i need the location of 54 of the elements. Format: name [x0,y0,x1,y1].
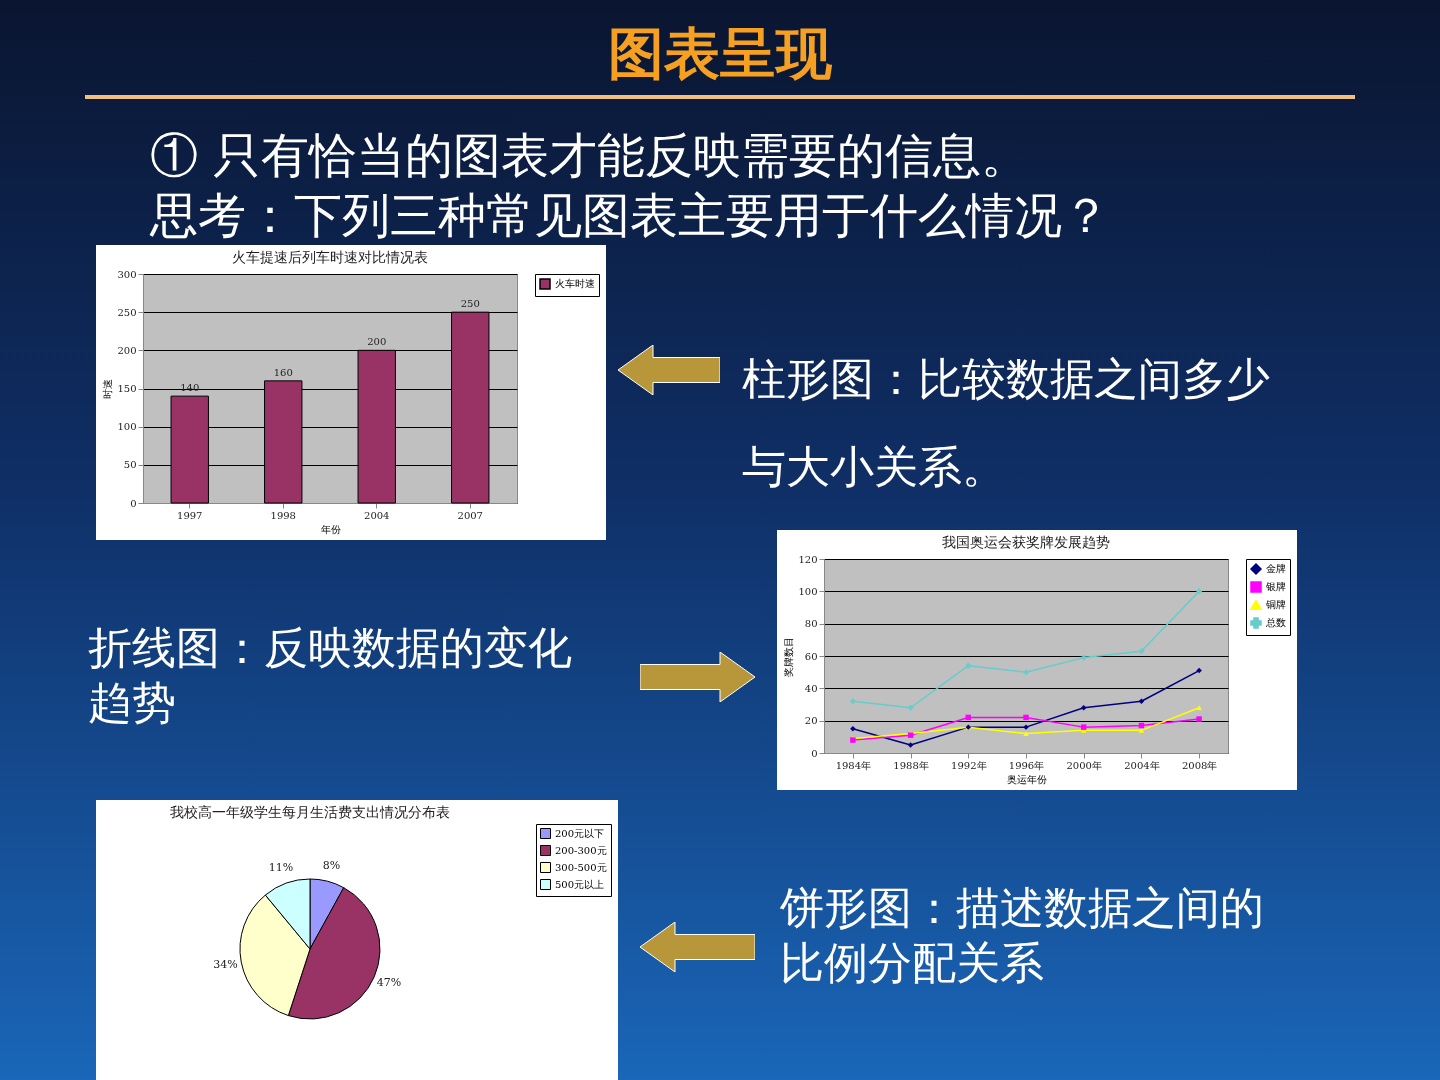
chart-title: 我国奥运会获奖牌发展趋势 [942,534,1110,550]
x-axis-title: 年份 [320,523,341,535]
legend-label: 200-300元 [555,844,607,856]
y-tick-label: 200 [117,344,137,356]
y-tick-label: 0 [811,747,818,759]
x-axis-title: 奥运年份 [1006,773,1047,785]
y-tick-label: 60 [804,650,818,662]
x-tick-label: 2000年 [1066,759,1102,771]
y-tick-label: 100 [798,585,818,597]
text: 图表呈现 [607,19,833,88]
y-axis-title: 奖牌数目 [783,636,795,677]
x-tick-label: 2004年 [1124,759,1160,771]
chart-title: 火车提速后列车时速对比情况表 [232,249,428,265]
data-label: 160 [273,366,293,378]
y-axis-title: 时速 [102,379,114,399]
text: 饼形图：描述数据之间的比例分配关系 [780,881,1265,990]
data-label: 200 [367,336,387,348]
y-tick-label: 150 [117,383,137,394]
y-tick-label: 20 [804,715,818,727]
y-tick-label: 50 [123,459,137,471]
legend-label: 500元以上 [555,878,605,890]
chart-title: 我校高一年级学生每月生活费支出情况分布表 [170,804,450,820]
y-tick-label: 250 [117,306,137,318]
legend-label: 总数 [1265,617,1286,628]
y-tick-label: 80 [804,618,818,630]
x-tick-label: 1998 [270,509,296,521]
data-label: 11% [268,861,294,875]
legend-label: 金牌 [1266,563,1286,574]
x-tick-label: 2004 [364,509,390,521]
legend-label: 300-500元 [555,861,607,873]
legend-label: 200元以下 [555,827,605,839]
x-tick-label: 2008年 [1181,759,1218,771]
y-tick-label: 120 [798,553,818,565]
text: 折线图：反映数据的变化趋势 [88,621,573,730]
x-tick-label: 2007 [457,509,483,521]
data-label: 47% [376,976,402,990]
data-label: 8% [322,858,341,872]
text: ① 只有恰当的图表才能反映需要的信息。 [150,126,1031,185]
data-label: 250 [460,298,480,310]
text: 思考：下列三种常见图表主要用于什么情况？ [150,186,1111,245]
x-tick-label: 1996年 [1008,759,1045,771]
y-tick-label: 100 [117,421,137,433]
legend-label: 火车时速 [555,278,595,289]
x-tick-label: 1992年 [951,759,987,771]
text: 柱形图：比较数据之间多少与大小关系。 [742,352,1271,494]
legend-label: 银牌 [1265,581,1286,592]
x-tick-label: 1984年 [835,759,872,771]
y-tick-label: 300 [117,268,137,280]
y-tick-label: 0 [130,497,137,509]
x-tick-label: 1988年 [893,759,929,771]
legend-label: 铜牌 [1265,599,1286,610]
x-tick-label: 1997 [177,509,203,521]
y-tick-label: 40 [804,682,818,694]
data-label: 34% [213,958,238,972]
